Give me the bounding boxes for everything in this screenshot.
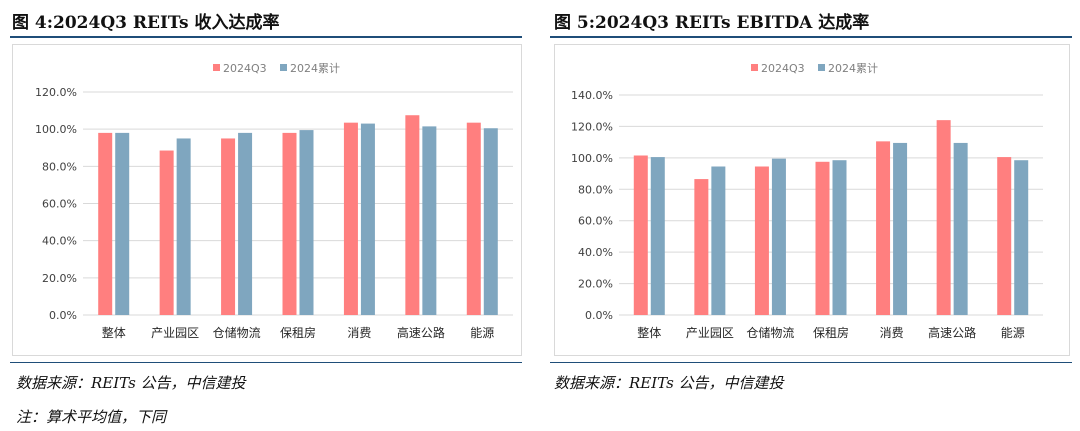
bar-cumulative: [711, 166, 726, 315]
y-tick-label: 40.0%: [42, 235, 77, 248]
y-tick-label: 120.0%: [571, 120, 613, 133]
x-category-label: 高速公路: [928, 325, 976, 340]
bar-q3: [633, 155, 648, 315]
y-tick-label: 120.0%: [35, 86, 77, 99]
y-tick-label: 0.0%: [585, 309, 613, 322]
title-divider: [550, 36, 1072, 38]
bar-q3: [466, 122, 481, 315]
figure-title: 图 4:2024Q3 REITs 收入达成率: [12, 13, 280, 33]
x-category-label: 产业园区: [151, 326, 199, 340]
legend-label: 2024Q3: [761, 62, 805, 75]
y-tick-label: 20.0%: [578, 278, 613, 291]
chart-frame: 0.0% 20.0% 40.0% 60.0% 80.0% 100.0% 120.0% 140.…: [554, 44, 1070, 356]
bar-cumulative: [1014, 160, 1029, 315]
bar-cumulative: [953, 142, 968, 315]
bar-q3: [405, 115, 420, 316]
y-tick-label: 40.0%: [578, 246, 613, 259]
legend-swatch: [213, 64, 220, 71]
bar-cumulative: [483, 128, 498, 315]
legend-label: 2024累计: [290, 62, 340, 75]
bar-q3: [282, 132, 297, 315]
y-tick-label: 140.0%: [571, 89, 613, 102]
legend-swatch: [818, 64, 825, 71]
bar-cumulative: [299, 130, 314, 315]
y-tick-label: 80.0%: [42, 160, 77, 173]
x-category-label: 仓储物流: [213, 325, 261, 340]
bar-cumulative: [422, 126, 437, 315]
y-tick-label: 0.0%: [49, 309, 77, 322]
bar-q3: [997, 157, 1012, 315]
legend-label: 2024累计: [828, 62, 878, 75]
legend-swatch: [751, 64, 758, 71]
x-category-label: 保租房: [280, 325, 316, 340]
x-category-label: 能源: [1001, 326, 1025, 340]
bar-q3: [98, 132, 113, 315]
bar-q3: [754, 166, 769, 315]
legend-swatch: [280, 64, 287, 71]
ebitda-achievement-chart: 0.0% 20.0% 40.0% 60.0% 80.0% 100.0% 120.0% 140.…: [571, 62, 1043, 340]
figure-title: 图 5:2024Q3 REITs EBITDA 达成率: [554, 13, 870, 33]
x-category-label: 整体: [637, 325, 661, 340]
bar-q3: [221, 138, 236, 315]
y-tick-label: 60.0%: [578, 215, 613, 228]
bar-q3: [694, 179, 709, 315]
revenue-achievement-chart: 0.0% 20.0% 40.0% 60.0% 80.0% 100.0% 120.0% 整体 产业…: [35, 62, 513, 340]
bar-q3: [159, 150, 174, 315]
y-tick-label: 100.0%: [571, 152, 613, 165]
bar-cumulative: [238, 132, 253, 315]
bar-cumulative: [115, 132, 130, 315]
y-tick-label: 80.0%: [578, 183, 613, 196]
bar-q3: [936, 120, 951, 316]
bar-q3: [876, 141, 891, 315]
bar-cumulative: [176, 138, 191, 315]
x-category-label: 保租房: [813, 325, 849, 340]
x-category-label: 仓储物流: [746, 325, 794, 340]
footnote: 注：算术平均值，下同: [16, 408, 167, 426]
x-category-label: 消费: [880, 326, 904, 340]
y-tick-label: 60.0%: [42, 198, 77, 211]
bar-cumulative: [771, 158, 786, 315]
x-category-label: 消费: [347, 326, 371, 340]
bar-cumulative: [650, 157, 665, 315]
bar-cumulative: [360, 123, 375, 315]
bar-q3: [815, 161, 830, 315]
legend-label: 2024Q3: [223, 62, 267, 75]
x-category-label: 能源: [470, 326, 494, 340]
data-source: 数据来源：REITs 公告，中信建投: [16, 374, 246, 392]
x-category-label: 高速公路: [397, 325, 445, 340]
bar-q3: [343, 122, 358, 315]
bar-cumulative: [832, 160, 847, 315]
x-category-label: 整体: [102, 325, 126, 340]
data-source: 数据来源：REITs 公告，中信建投: [554, 374, 784, 392]
title-divider: [10, 36, 522, 38]
bar-cumulative: [893, 142, 908, 315]
chart-frame: 0.0% 20.0% 40.0% 60.0% 80.0% 100.0% 120.0% 整体 产业…: [12, 44, 522, 356]
bottom-divider: [10, 362, 522, 363]
y-tick-label: 20.0%: [42, 272, 77, 285]
y-tick-label: 100.0%: [35, 123, 77, 136]
bottom-divider: [550, 362, 1072, 363]
x-category-label: 产业园区: [686, 326, 734, 340]
